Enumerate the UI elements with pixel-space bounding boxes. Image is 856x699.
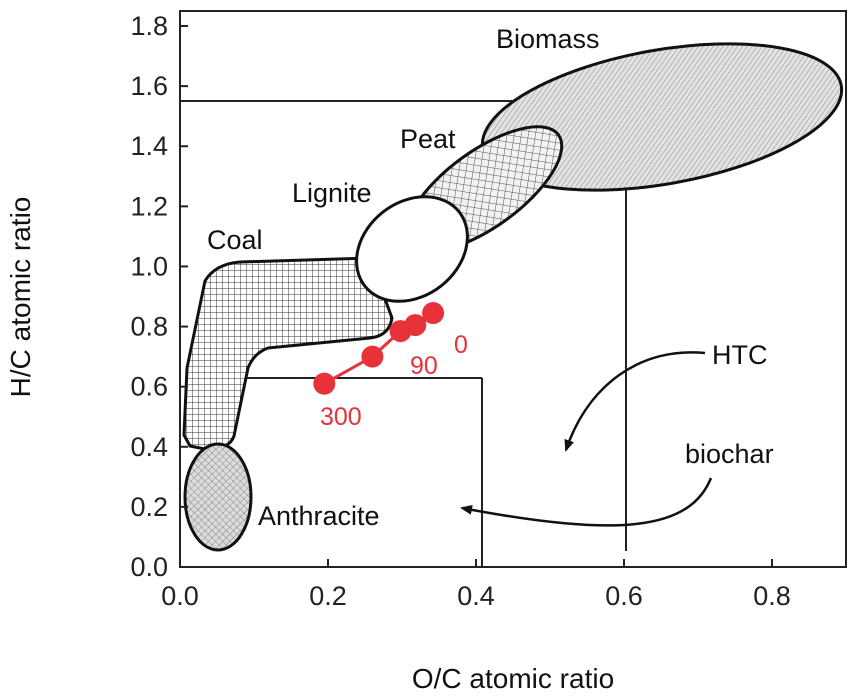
data-point [422,302,445,325]
x-tick-label: 0.6 [605,581,643,611]
y-tick-label: 1.6 [130,71,168,101]
data-point [361,345,384,368]
series-layer [313,302,445,395]
point-label-90: 90 [410,352,438,380]
y-tick-label: 0.0 [130,552,168,582]
y-tick-label: 1.0 [130,251,168,281]
y-tick-label: 1.8 [130,11,168,41]
x-tick-label: 0.8 [753,581,791,611]
y-axis-title: H/C atomic ratio [5,197,36,398]
htc-annotation: HTC [712,340,768,370]
y-tick-label: 0.4 [130,432,168,462]
peat-label: Peat [400,124,456,154]
plot-frame [179,10,847,568]
x-axis: 0.0 0.2 0.4 0.6 0.8 [161,559,791,611]
y-axis: 0.0 0.2 0.4 0.6 0.8 1.0 1.2 1.4 1.6 1.8 [130,11,188,582]
htc-arrow [564,351,706,452]
x-tick-label: 0.2 [309,581,347,611]
data-point [313,372,336,395]
biochar-arrow [460,477,713,527]
anthracite-region [183,442,253,552]
anthracite-label: Anthracite [258,501,380,531]
y-tick-label: 1.2 [130,191,168,221]
lignite-region [355,195,469,303]
y-tick-label: 0.2 [130,492,168,522]
biochar-reference-box [247,377,483,567]
point-label-0: 0 [454,331,468,359]
x-axis-title: O/C atomic ratio [412,663,614,694]
point-label-300: 300 [320,403,362,431]
data-point [404,314,427,337]
x-tick-label: 0.4 [457,581,495,611]
htc-reference-box [180,100,627,551]
lignite-label: Lignite [292,178,372,208]
coal-label: Coal [207,225,263,255]
y-tick-label: 0.6 [130,372,168,402]
biochar-annotation: biochar [685,439,774,469]
biomass-label: Biomass [496,24,600,54]
x-tick-label: 0.0 [161,581,199,611]
y-tick-label: 0.8 [130,312,168,342]
y-tick-label: 1.4 [130,131,168,161]
